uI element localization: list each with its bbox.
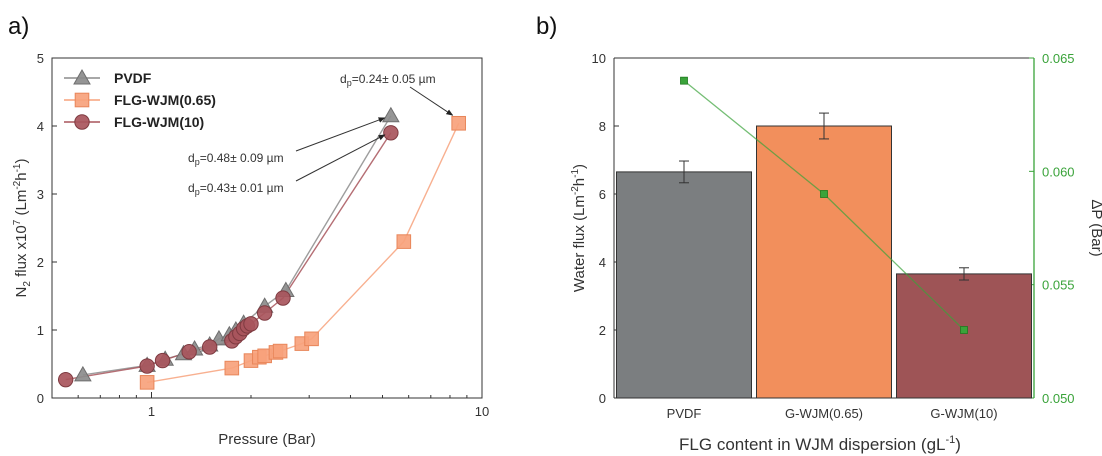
- panel-b-y-tick-label: 8: [599, 119, 606, 134]
- panel-a-legend-marker: [74, 92, 90, 108]
- panel-a-data-point: [154, 352, 171, 369]
- panel-b-bar: [756, 125, 892, 399]
- panel-b-pressure-point: [820, 190, 828, 198]
- panel-a-legend: PVDF FLG-WJM(0.65) FLG-WJM(10): [64, 68, 216, 130]
- panel-a-annotation-text: dp=0.24± 0.05 µm: [340, 72, 436, 88]
- panel-b-y2-axis-label: ΔP (Bar): [1088, 199, 1102, 256]
- panel-b-category-label: PVDF: [667, 406, 702, 421]
- panel-b-y2-tick-label: 0.060: [1042, 164, 1075, 179]
- panel-a-y-tick-label: 1: [37, 323, 44, 338]
- panel-a-data-point: [256, 305, 273, 321]
- panel-a-y-tick-label: 3: [37, 187, 44, 202]
- panel-a-data-point: [74, 365, 92, 382]
- panel-a-data-point: [382, 106, 400, 123]
- panel-b-pressure-line: [680, 76, 968, 334]
- panel-a-data-point: [272, 343, 288, 359]
- panel-b-x-axis-label: FLG content in WJM dispersion (gL-1): [679, 434, 961, 454]
- panel-a-plot-frame: [51, 57, 483, 399]
- panel-a-annotation-arrow: [295, 134, 386, 182]
- panel-a-annotation-text: dp=0.48± 0.09 µm: [188, 151, 284, 167]
- panel-b-y-axis-label: Water flux (Lm-2h-1): [570, 164, 588, 292]
- panel-a-y-tick-label: 2: [37, 255, 44, 270]
- panel-a-series-points: [57, 106, 466, 390]
- panel-a-data-point: [201, 339, 218, 355]
- panel-b-bar-chart: b) 0 2 4 6 8 10 0.050 0.055 0.060 0.065 PVDF G-WJM…: [536, 13, 1102, 454]
- panel-b-y2-tick-label: 0.065: [1042, 51, 1075, 66]
- panel-b-pressure-point: [680, 76, 688, 85]
- panel-b-bar: [616, 171, 752, 399]
- panel-a-data-point: [243, 316, 259, 332]
- panel-b-y-tick-label: 0: [599, 391, 606, 406]
- panel-b-pressure-point: [960, 326, 968, 334]
- panel-a-data-point: [275, 290, 291, 306]
- panel-a-data-point: [304, 331, 319, 347]
- panel-a-data-point: [396, 234, 412, 249]
- panel-a-legend-marker: [74, 114, 90, 130]
- panel-b-label: b): [536, 13, 557, 40]
- panel-a-label: a): [8, 13, 29, 40]
- panel-b-y-tick-label: 4: [599, 255, 606, 270]
- panel-b-y-tick-label: 2: [599, 323, 606, 338]
- panel-a-annotation-text: dp=0.43± 0.01 µm: [188, 181, 284, 197]
- panel-a-data-point: [451, 115, 466, 131]
- panel-a-x-tick-label: 10: [475, 404, 489, 419]
- panel-b-category-label: G-WJM(10): [930, 406, 997, 421]
- panel-a-x-axis-label: Pressure (Bar): [218, 431, 316, 448]
- panel-b-y-tick-label: 10: [592, 51, 606, 66]
- panel-a-y-tick-label: 0: [37, 391, 44, 406]
- panel-a-scatter-chart: a) 0 1 2 3 4 5 1 10 PVDF FLG-WJM(0.65) FLG-WJM(10…: [8, 13, 489, 448]
- panel-a-data-point: [57, 371, 74, 388]
- panel-a-legend-label: FLG-WJM(0.65): [114, 92, 216, 108]
- panel-b-bars: PVDF G-WJM(0.65) G-WJM(10): [616, 112, 1032, 421]
- panel-a-annotation-arrow: [295, 117, 386, 152]
- panel-a-legend-label: PVDF: [114, 70, 152, 86]
- panel-b-bar: [896, 273, 1032, 399]
- panel-a-data-point: [139, 375, 155, 390]
- panel-a-legend-label: FLG-WJM(10): [114, 114, 204, 130]
- panel-b-y2-tick-label: 0.055: [1042, 278, 1075, 293]
- panel-a-data-point: [224, 360, 240, 376]
- panel-a-y-axis-label: N2 flux x107 (Lm-2h-1): [12, 159, 33, 298]
- panel-a-axes: 0 1 2 3 4 5 1 10: [37, 51, 489, 419]
- panel-a-y-tick-label: 5: [37, 51, 44, 66]
- panel-b-category-label: G-WJM(0.65): [785, 406, 863, 421]
- panel-a-x-tick-label: 1: [148, 404, 155, 419]
- panel-a-annotations: dp=0.24± 0.05 µm dp=0.48± 0.09 µm dp=0.43±…: [188, 72, 454, 197]
- panel-a-annotation-arrow: [409, 86, 454, 116]
- panel-a-data-point: [383, 125, 399, 141]
- panel-b-y2-tick-label: 0.050: [1042, 391, 1075, 406]
- panel-a-data-point: [181, 344, 197, 360]
- panel-a-y-tick-label: 4: [37, 119, 44, 134]
- panel-a-data-point: [139, 358, 155, 374]
- panel-a-legend-marker: [73, 68, 91, 85]
- panel-b-y-tick-label: 6: [599, 187, 606, 202]
